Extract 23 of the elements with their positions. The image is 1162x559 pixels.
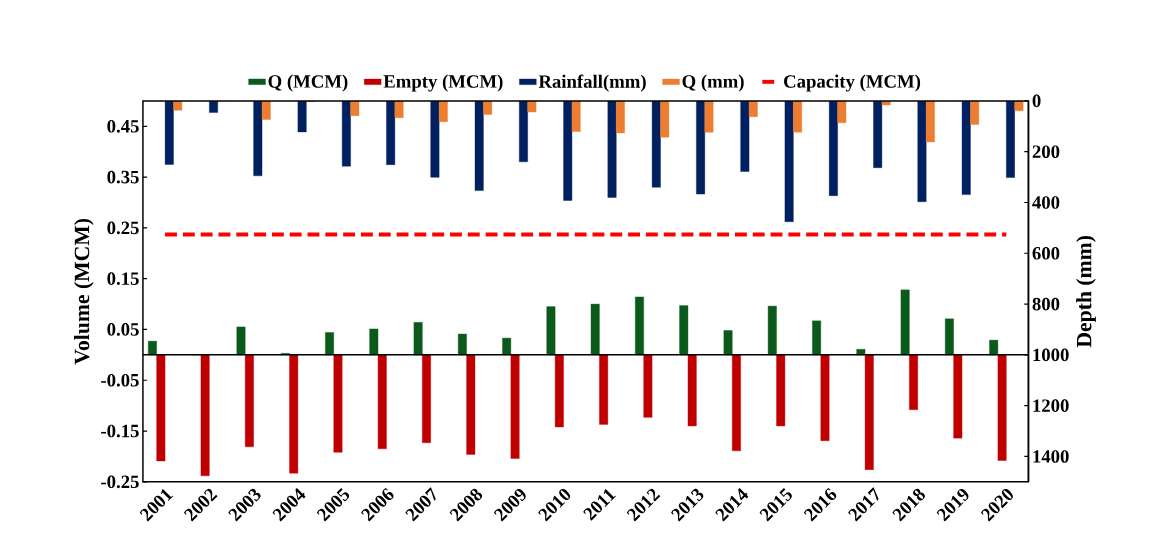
- y-tick-label: 0.15: [107, 272, 139, 286]
- y2-tick-label: 0: [1032, 94, 1041, 108]
- y2-tick-label: 1400: [1033, 450, 1069, 463]
- y-tick-label: -0.25: [101, 475, 139, 489]
- y2-tick-label: 1000: [1033, 348, 1069, 362]
- y2-tick-label: 600: [1032, 246, 1060, 260]
- y-tick-label: 0.45: [107, 119, 139, 133]
- legend-label: Q (MCM): [268, 74, 348, 92]
- y-tick-label: -0.15: [101, 424, 139, 438]
- legend-label: Empty (MCM): [383, 74, 503, 92]
- y2-tick-label: 1200: [1033, 399, 1069, 412]
- y2-tick-label: 800: [1032, 297, 1060, 311]
- y2-axis-title: Depth (mm): [1076, 236, 1096, 348]
- y-tick-label: 0.35: [107, 170, 139, 184]
- legend-label: Rainfall(mm): [538, 74, 646, 92]
- y2-tick-label: 200: [1032, 145, 1060, 159]
- legend-label: Q (mm): [682, 74, 744, 92]
- y2-tick-label: 400: [1032, 196, 1060, 209]
- y-tick-label: 0.25: [107, 221, 139, 235]
- y-axis-title: Volume (MCM): [74, 218, 94, 365]
- legend-label: Capacity (MCM): [784, 74, 921, 92]
- y-tick-label: 0.05: [107, 323, 139, 336]
- y-tick-label: -0.05: [101, 373, 139, 387]
